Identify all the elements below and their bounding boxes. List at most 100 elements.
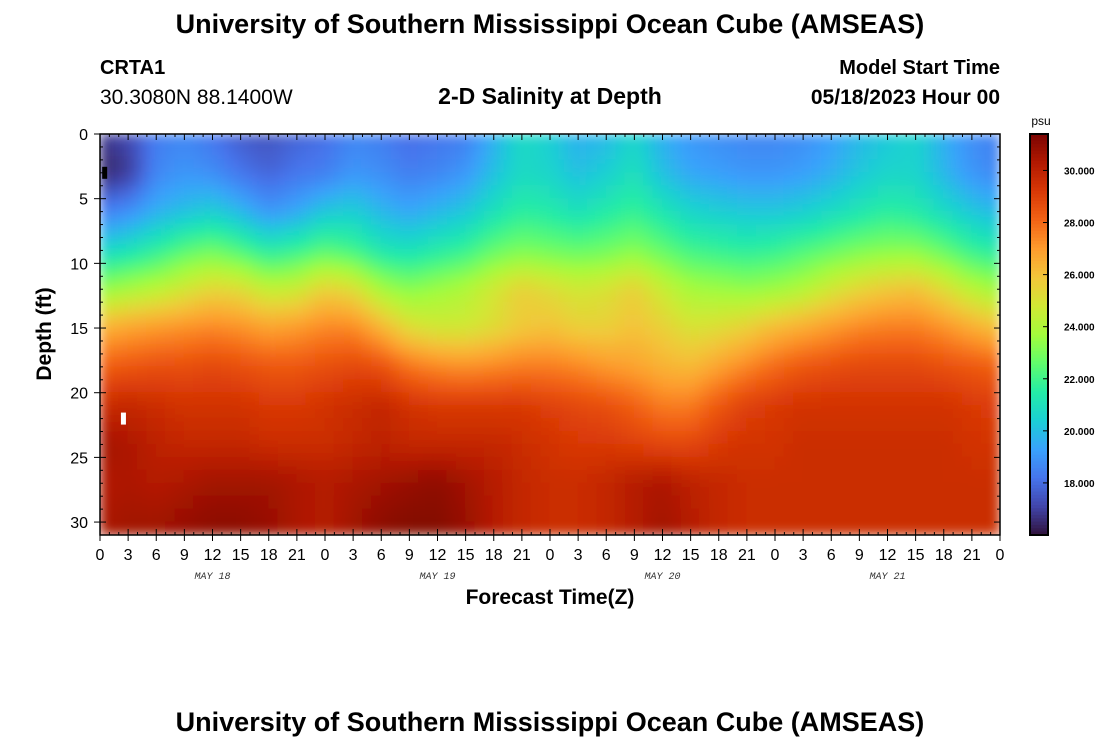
- heatmap-cell: [812, 198, 823, 213]
- heatmap-cell: [690, 198, 701, 213]
- heatmap-cell: [315, 236, 326, 251]
- colorbar-swatch: [1030, 260, 1048, 265]
- heatmap-cell: [455, 159, 467, 174]
- heatmap-cell: [990, 418, 1000, 433]
- heatmap-cell: [671, 249, 682, 264]
- heatmap-cell: [868, 172, 879, 187]
- heatmap-cell: [408, 314, 420, 329]
- heatmap-cell: [671, 236, 682, 251]
- heatmap-cell: [427, 301, 438, 316]
- heatmap-cell: [643, 288, 654, 303]
- heatmap-cell: [315, 418, 326, 433]
- heatmap-cell: [221, 159, 232, 174]
- heatmap-cell: [858, 224, 870, 238]
- heatmap-cell: [512, 353, 523, 368]
- heatmap-cell: [718, 314, 729, 329]
- heatmap-cell: [408, 262, 420, 277]
- heatmap-cell: [755, 340, 767, 355]
- heatmap-cell: [680, 327, 692, 342]
- heatmap-cell: [821, 495, 832, 510]
- heatmap-cell: [183, 443, 195, 458]
- heatmap-cell: [840, 431, 851, 445]
- heatmap-cell: [108, 172, 120, 187]
- heatmap-cell: [737, 185, 748, 200]
- heatmap-cell: [980, 172, 992, 187]
- heatmap-cell: [633, 431, 645, 445]
- heatmap-cell: [127, 134, 138, 148]
- heatmap-cell: [465, 405, 476, 420]
- heatmap-cell: [868, 224, 879, 238]
- heatmap-cell: [718, 134, 729, 148]
- heatmap-cell: [821, 366, 832, 381]
- heatmap-cell: [512, 366, 523, 381]
- heatmap-cell: [437, 495, 448, 510]
- heatmap-cell: [587, 340, 598, 355]
- heatmap-cell: [980, 288, 992, 303]
- heatmap-cell: [990, 443, 1000, 458]
- heatmap-cell: [277, 495, 288, 510]
- heatmap-cell: [793, 508, 804, 523]
- heatmap-cell: [343, 275, 354, 290]
- heatmap-cell: [249, 366, 260, 381]
- heatmap-cell: [652, 236, 663, 251]
- heatmap-cell: [324, 340, 335, 355]
- heatmap-cell: [446, 482, 457, 497]
- heatmap-cell: [737, 482, 748, 497]
- heatmap-cell: [249, 405, 260, 420]
- heatmap-cell: [680, 340, 692, 355]
- heatmap-cell: [990, 211, 1000, 226]
- heatmap-cell: [530, 275, 542, 290]
- heatmap-cell: [305, 249, 317, 264]
- heatmap-cell: [352, 211, 363, 226]
- heatmap-cell: [962, 482, 973, 497]
- heatmap-cell: [324, 262, 335, 277]
- heatmap-cell: [980, 211, 992, 226]
- heatmap-cell: [896, 211, 907, 226]
- heatmap-cell: [633, 211, 645, 226]
- heatmap-cell: [540, 172, 551, 187]
- heatmap-cell: [315, 249, 326, 264]
- heatmap-cell: [174, 236, 185, 251]
- heatmap-cell: [287, 314, 298, 329]
- heatmap-cell: [193, 431, 204, 445]
- heatmap-cell: [727, 392, 738, 407]
- heatmap-cell: [680, 379, 692, 394]
- heatmap-cell: [652, 482, 663, 497]
- heatmap-cell: [943, 392, 954, 407]
- heatmap-cell: [858, 134, 870, 148]
- heatmap-cell: [708, 262, 720, 277]
- heatmap-cell: [596, 353, 607, 368]
- heatmap-cell: [558, 236, 570, 251]
- heatmap-cell: [662, 340, 673, 355]
- heatmap-cell: [324, 521, 335, 535]
- heatmap-cell: [277, 211, 288, 226]
- heatmap-cell: [596, 159, 607, 174]
- heatmap-cell: [605, 431, 617, 445]
- heatmap-cell: [868, 275, 879, 290]
- heatmap-cell: [849, 185, 860, 200]
- heatmap-cell: [727, 340, 738, 355]
- heatmap-cell: [137, 314, 148, 329]
- heatmap-cell: [708, 456, 720, 471]
- heatmap-cell: [530, 262, 542, 277]
- heatmap-cell: [933, 301, 945, 316]
- heatmap-cell: [708, 146, 720, 161]
- heatmap-cell: [943, 508, 954, 523]
- heatmap-cell: [980, 327, 992, 342]
- heatmap-cell: [980, 314, 992, 329]
- heatmap-cell: [418, 159, 429, 174]
- heatmap-cell: [615, 443, 626, 458]
- heatmap-cell: [193, 392, 204, 407]
- heatmap-cell: [671, 211, 682, 226]
- heatmap-cell: [577, 159, 588, 174]
- heatmap-cell: [990, 456, 1000, 471]
- heatmap-cell: [118, 211, 129, 226]
- heatmap-cell: [268, 211, 279, 226]
- heatmap-cell: [249, 288, 260, 303]
- heatmap-cell: [202, 379, 213, 394]
- heatmap-cell: [399, 353, 410, 368]
- heatmap-cell: [183, 456, 195, 471]
- heatmap-cell: [483, 418, 495, 433]
- heatmap-cell: [877, 327, 888, 342]
- y-tick-label: 30: [70, 515, 88, 532]
